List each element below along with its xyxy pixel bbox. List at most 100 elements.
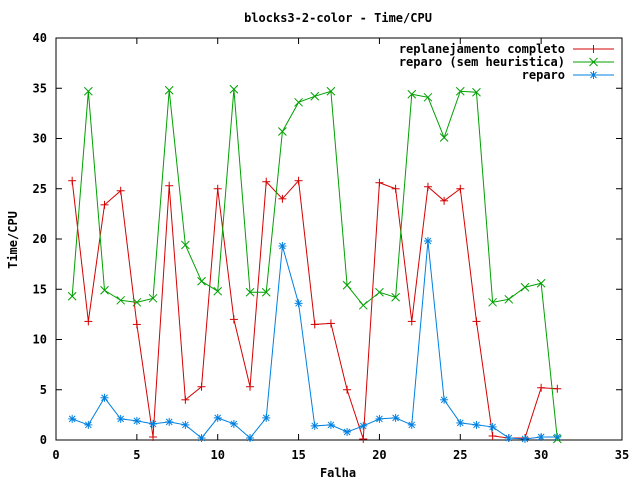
legend-label: replanejamento completo bbox=[399, 42, 565, 56]
data-point bbox=[553, 384, 562, 393]
series-2 bbox=[67, 84, 562, 444]
y-tick-label: 40 bbox=[33, 31, 47, 45]
data-point bbox=[245, 287, 255, 297]
data-point bbox=[229, 419, 238, 428]
data-point bbox=[326, 319, 335, 328]
data-point bbox=[359, 434, 368, 443]
x-tick-label: 20 bbox=[372, 448, 386, 462]
data-point bbox=[149, 419, 158, 428]
data-point bbox=[553, 432, 562, 441]
data-point bbox=[197, 382, 206, 391]
data-point bbox=[504, 294, 514, 304]
data-point bbox=[407, 89, 417, 99]
series-layer bbox=[67, 84, 562, 444]
data-point bbox=[488, 431, 497, 440]
y-tick-label: 0 bbox=[40, 433, 47, 447]
data-point bbox=[504, 433, 513, 442]
data-point bbox=[423, 182, 432, 191]
data-point bbox=[213, 286, 223, 296]
data-point bbox=[537, 383, 546, 392]
x-tick-label: 25 bbox=[453, 448, 467, 462]
series-line bbox=[71, 240, 558, 440]
data-point bbox=[391, 292, 400, 302]
data-point bbox=[262, 413, 271, 422]
data-point bbox=[149, 432, 158, 441]
data-point bbox=[213, 184, 222, 193]
y-tick-label: 35 bbox=[33, 81, 47, 95]
y-tick-label: 20 bbox=[33, 232, 47, 246]
data-point bbox=[375, 178, 384, 187]
data-point bbox=[310, 91, 320, 101]
data-point bbox=[100, 200, 109, 209]
data-point bbox=[262, 177, 271, 186]
data-point bbox=[68, 176, 77, 185]
data-point bbox=[67, 291, 77, 301]
chart-title: blocks3-2-color - Time/CPU bbox=[244, 11, 432, 25]
data-point bbox=[488, 297, 497, 307]
data-point bbox=[84, 420, 93, 429]
data-point bbox=[181, 240, 190, 250]
data-point bbox=[197, 433, 206, 442]
data-point bbox=[440, 196, 449, 205]
axis-ticks: 0 5 10 15 20 25 30 35 0 5 10 15 20 25 30 35 40 bbox=[33, 31, 630, 462]
data-point bbox=[229, 84, 239, 94]
data-point bbox=[164, 85, 174, 95]
data-point bbox=[472, 317, 481, 326]
data-point bbox=[278, 242, 287, 251]
data-point bbox=[83, 86, 93, 96]
data-point bbox=[100, 393, 109, 402]
data-point bbox=[326, 86, 336, 96]
data-point bbox=[278, 194, 287, 203]
data-point bbox=[520, 282, 530, 292]
data-point bbox=[343, 385, 352, 394]
x-tick-label: 30 bbox=[534, 448, 548, 462]
data-point bbox=[213, 413, 222, 422]
data-point bbox=[116, 186, 125, 195]
y-tick-label: 30 bbox=[33, 132, 47, 146]
data-point bbox=[294, 299, 303, 308]
data-point bbox=[537, 432, 546, 441]
data-point bbox=[326, 420, 335, 429]
y-tick-label: 15 bbox=[33, 282, 47, 296]
data-point bbox=[456, 418, 465, 427]
data-point bbox=[343, 427, 352, 436]
data-point bbox=[391, 184, 400, 193]
data-point bbox=[100, 285, 109, 295]
data-point bbox=[375, 414, 384, 423]
x-tick-label: 0 bbox=[52, 448, 59, 462]
data-point bbox=[246, 433, 255, 442]
series-line bbox=[71, 89, 558, 440]
series-1 bbox=[68, 176, 562, 443]
data-point bbox=[359, 421, 368, 430]
plot-area-border bbox=[55, 37, 623, 441]
data-point bbox=[456, 184, 465, 193]
data-point bbox=[294, 97, 303, 107]
data-point bbox=[165, 181, 174, 190]
x-axis-label: Falha bbox=[320, 466, 356, 480]
y-tick-label: 5 bbox=[40, 383, 47, 397]
data-point bbox=[407, 317, 416, 326]
legend-marker bbox=[589, 45, 598, 53]
data-point bbox=[455, 86, 465, 96]
data-point bbox=[440, 395, 449, 404]
x-tick-label: 5 bbox=[133, 448, 140, 462]
legend-label: reparo (sem heuristica) bbox=[399, 55, 565, 69]
data-point bbox=[310, 320, 319, 329]
data-point bbox=[132, 416, 141, 425]
data-point bbox=[407, 420, 416, 429]
data-point bbox=[342, 280, 352, 290]
data-point bbox=[472, 420, 481, 429]
data-point bbox=[536, 278, 546, 288]
data-point bbox=[181, 395, 190, 404]
series-line bbox=[71, 179, 558, 440]
data-point bbox=[181, 420, 190, 429]
data-point bbox=[310, 421, 319, 430]
data-point bbox=[520, 434, 529, 443]
x-tick-label: 15 bbox=[291, 448, 305, 462]
data-point bbox=[423, 92, 433, 102]
data-point bbox=[472, 87, 481, 97]
data-point bbox=[439, 133, 449, 142]
y-axis-label: Time/CPU bbox=[6, 211, 20, 269]
